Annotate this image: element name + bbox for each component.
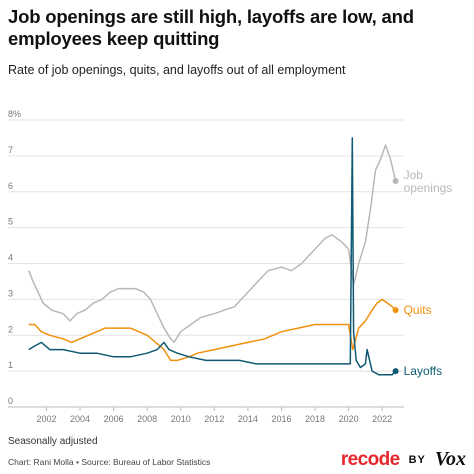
quits-line	[28, 298, 397, 362]
x-tick-label: 2002	[36, 414, 56, 424]
openings-label: Job	[404, 168, 424, 182]
x-tick-label: 2008	[137, 414, 157, 424]
layoffs-label: Layoffs	[404, 364, 442, 378]
x-axis-ticks: 2002 2004 2006 2008 2010 2012 2014 2016 2018 2020…	[36, 407, 392, 424]
by-text: BY	[408, 453, 426, 466]
quits-label: Quits	[404, 303, 432, 317]
y-tick-label: 1	[8, 360, 13, 370]
gridlines	[8, 119, 404, 408]
y-tick-label: 2	[8, 324, 13, 334]
recode-logo: recode	[340, 448, 400, 470]
openings-line	[28, 144, 397, 344]
x-tick-label: 2022	[372, 414, 392, 424]
chart-subtitle: Rate of job openings, quits, and layoffs…	[8, 63, 346, 77]
footnote: Seasonally adjusted	[8, 436, 98, 447]
y-tick-label: 4	[8, 253, 13, 263]
series-lines	[28, 137, 399, 376]
quits-endpoint	[392, 307, 399, 314]
x-tick-label: 2018	[305, 414, 325, 424]
x-tick-label: 2020	[339, 414, 359, 424]
y-tick-label: 7	[8, 145, 13, 155]
y-tick-label: 0	[8, 396, 13, 406]
x-tick-label: 2006	[104, 414, 124, 424]
chart-title: Job openings are still high, layoffs are…	[8, 6, 414, 49]
x-tick-label: 2010	[171, 414, 191, 424]
source-credit: Chart: Rani Molla • Source: Bureau of La…	[8, 457, 211, 467]
y-tick-label: 5	[8, 217, 13, 227]
y-tick-label: 8%	[8, 109, 21, 119]
x-tick-label: 2012	[204, 414, 224, 424]
x-tick-label: 2014	[238, 414, 258, 424]
y-tick-label: 6	[8, 181, 13, 191]
y-tick-label: 3	[8, 288, 13, 298]
x-tick-label: 2016	[271, 414, 291, 424]
vox-logo: Vox	[434, 448, 466, 470]
x-tick-label: 2004	[70, 414, 90, 424]
layoffs-line	[28, 137, 397, 376]
openings-label: openings	[404, 181, 453, 195]
openings-endpoint	[392, 177, 399, 184]
brand-logo: recode BY Vox	[341, 448, 466, 471]
layoffs-endpoint	[392, 368, 399, 375]
y-axis-ticks: 0 1 2 3 4 5 6 7 8%	[8, 109, 21, 406]
